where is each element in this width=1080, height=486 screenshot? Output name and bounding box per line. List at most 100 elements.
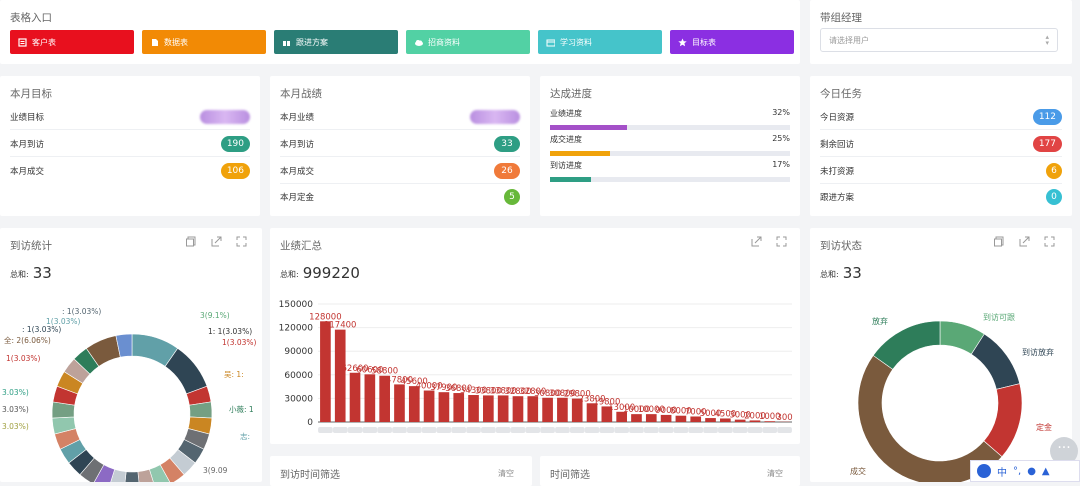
today-tasks-card: 今日任务 今日资源 112 剩余回访 177 未打资源 6 跟进方案 0 [810,76,1072,216]
customer-table-button[interactable]: 客户表 [10,30,134,54]
redacted-x-label [570,427,585,433]
progress-label: 到访进度 [550,160,582,171]
bar [350,373,361,422]
monthly-results-title: 本月战绩 [280,86,322,101]
visit-time-clear-button[interactable]: 清空 [498,468,514,479]
count-badge: 33 [494,136,520,152]
monthly-target-title: 本月目标 [10,86,52,101]
redacted-x-label [644,427,659,433]
bar [498,395,509,422]
task-row-resources[interactable]: 今日资源 112 [820,104,1062,130]
row-label: 剩余回访 [820,138,854,150]
perf-bar-chart: 0300006000090000120000150000128000117400… [270,228,800,444]
bar [320,321,331,422]
redacted-x-label [377,427,392,433]
count-badge: 177 [1033,136,1062,152]
task-row-plans[interactable]: 跟进方案 0 [820,184,1062,210]
monthly-results-card: 本月战绩 本月业绩 本月到访 33 本月成交 26 本月定金 5 [270,76,530,216]
manager-select[interactable]: 请选择用户 ▴▾ [820,28,1058,52]
star-icon [678,38,687,47]
redacted-x-label [629,427,644,433]
redacted-x-label [437,427,452,433]
progress-title: 达成进度 [550,86,592,101]
redacted-x-label [363,427,378,433]
investment-materials-button[interactable]: 招商资料 [406,30,530,54]
manager-title: 带组经理 [820,10,862,25]
redacted-x-label [333,427,348,433]
row-label: 本月业绩 [280,111,314,123]
results-row-performance: 本月业绩 [280,104,520,130]
pie-label: 1: 1(3.03%) [208,327,252,336]
pie-label: 成交 [850,466,866,477]
punctuation-icon[interactable]: °, [1013,466,1021,477]
progress-bar-performance [550,125,790,130]
pie-label: 3.03%) [2,422,29,431]
bar [468,395,479,422]
redacted-x-label [555,427,570,433]
redacted-value [200,110,250,124]
user-icon[interactable]: ▲ [1042,466,1050,477]
pie-label: 全: 2(6.06%) [4,335,51,346]
row-label: 跟进方案 [820,191,854,203]
microphone-icon[interactable]: ● [1027,466,1036,477]
row-label: 今日资源 [820,111,854,123]
cloud-icon [414,38,423,47]
pie-label: 3.03%) [2,388,29,397]
task-row-uncalled[interactable]: 未打资源 6 [820,158,1062,184]
y-tick-label: 30000 [284,394,313,404]
redacted-x-label [733,427,748,433]
pie-label: 到访可跟 [983,312,1015,323]
progress-label: 成交进度 [550,134,582,145]
time-clear-button[interactable]: 清空 [767,468,783,479]
bar [394,384,405,422]
bar [453,393,464,422]
progress-visits-label: 到访进度 17% [550,160,790,171]
pie-label: 小薇: 1 [229,404,254,415]
ime-toolbar: 中 °, ● ▲ [970,460,1080,482]
y-tick-label: 150000 [279,300,314,310]
learning-materials-button[interactable]: 学习资料 [538,30,662,54]
count-badge: 5 [504,189,520,205]
monthly-target-card: 本月目标 业绩目标 本月到访 190 本月成交 106 [0,76,260,216]
bar [527,396,538,422]
bar [424,391,435,422]
count-badge: 112 [1033,109,1062,125]
progress-performance-label: 业绩进度 32% [550,108,790,119]
manager-select-placeholder: 请选择用户 [829,36,869,45]
bar [365,374,376,422]
y-tick-label: 0 [307,418,313,428]
redacted-x-label [688,427,703,433]
count-badge: 190 [221,136,250,152]
time-filter-label: 时间筛选 [550,466,590,481]
learning-materials-label: 学习资料 [560,37,592,48]
follow-plan-button[interactable]: 跟进方案 [274,30,398,54]
row-label: 未打资源 [820,165,854,177]
redacted-x-label [777,427,792,433]
table-entry-buttons: 客户表 数据表 跟进方案 招商资料 学习资料 目标表 [10,30,794,54]
bar-value-label: 300 [776,413,792,423]
redacted-x-label [451,427,466,433]
count-badge: 6 [1046,163,1062,179]
card-icon [546,38,555,47]
ime-logo-icon[interactable] [977,464,991,478]
pie-label: 放弃 [872,316,888,327]
redacted-x-label [659,427,674,433]
data-table-button[interactable]: 数据表 [142,30,266,54]
y-tick-label: 60000 [284,371,313,381]
bar [542,398,553,422]
bar [483,395,494,422]
target-table-button[interactable]: 目标表 [670,30,794,54]
redacted-x-label [466,427,481,433]
redacted-x-label [748,427,763,433]
follow-plan-label: 跟进方案 [296,37,328,48]
ime-language-toggle[interactable]: 中 [997,464,1007,479]
progress-fill [550,177,591,182]
progress-bar-visits [550,177,790,182]
row-label: 本月到访 [10,138,44,150]
redacted-x-label [511,427,526,433]
redacted-x-label [496,427,511,433]
task-row-followups[interactable]: 剩余回访 177 [820,131,1062,157]
redacted-x-label [674,427,689,433]
redacted-x-label [600,427,615,433]
gift-icon [282,38,291,47]
